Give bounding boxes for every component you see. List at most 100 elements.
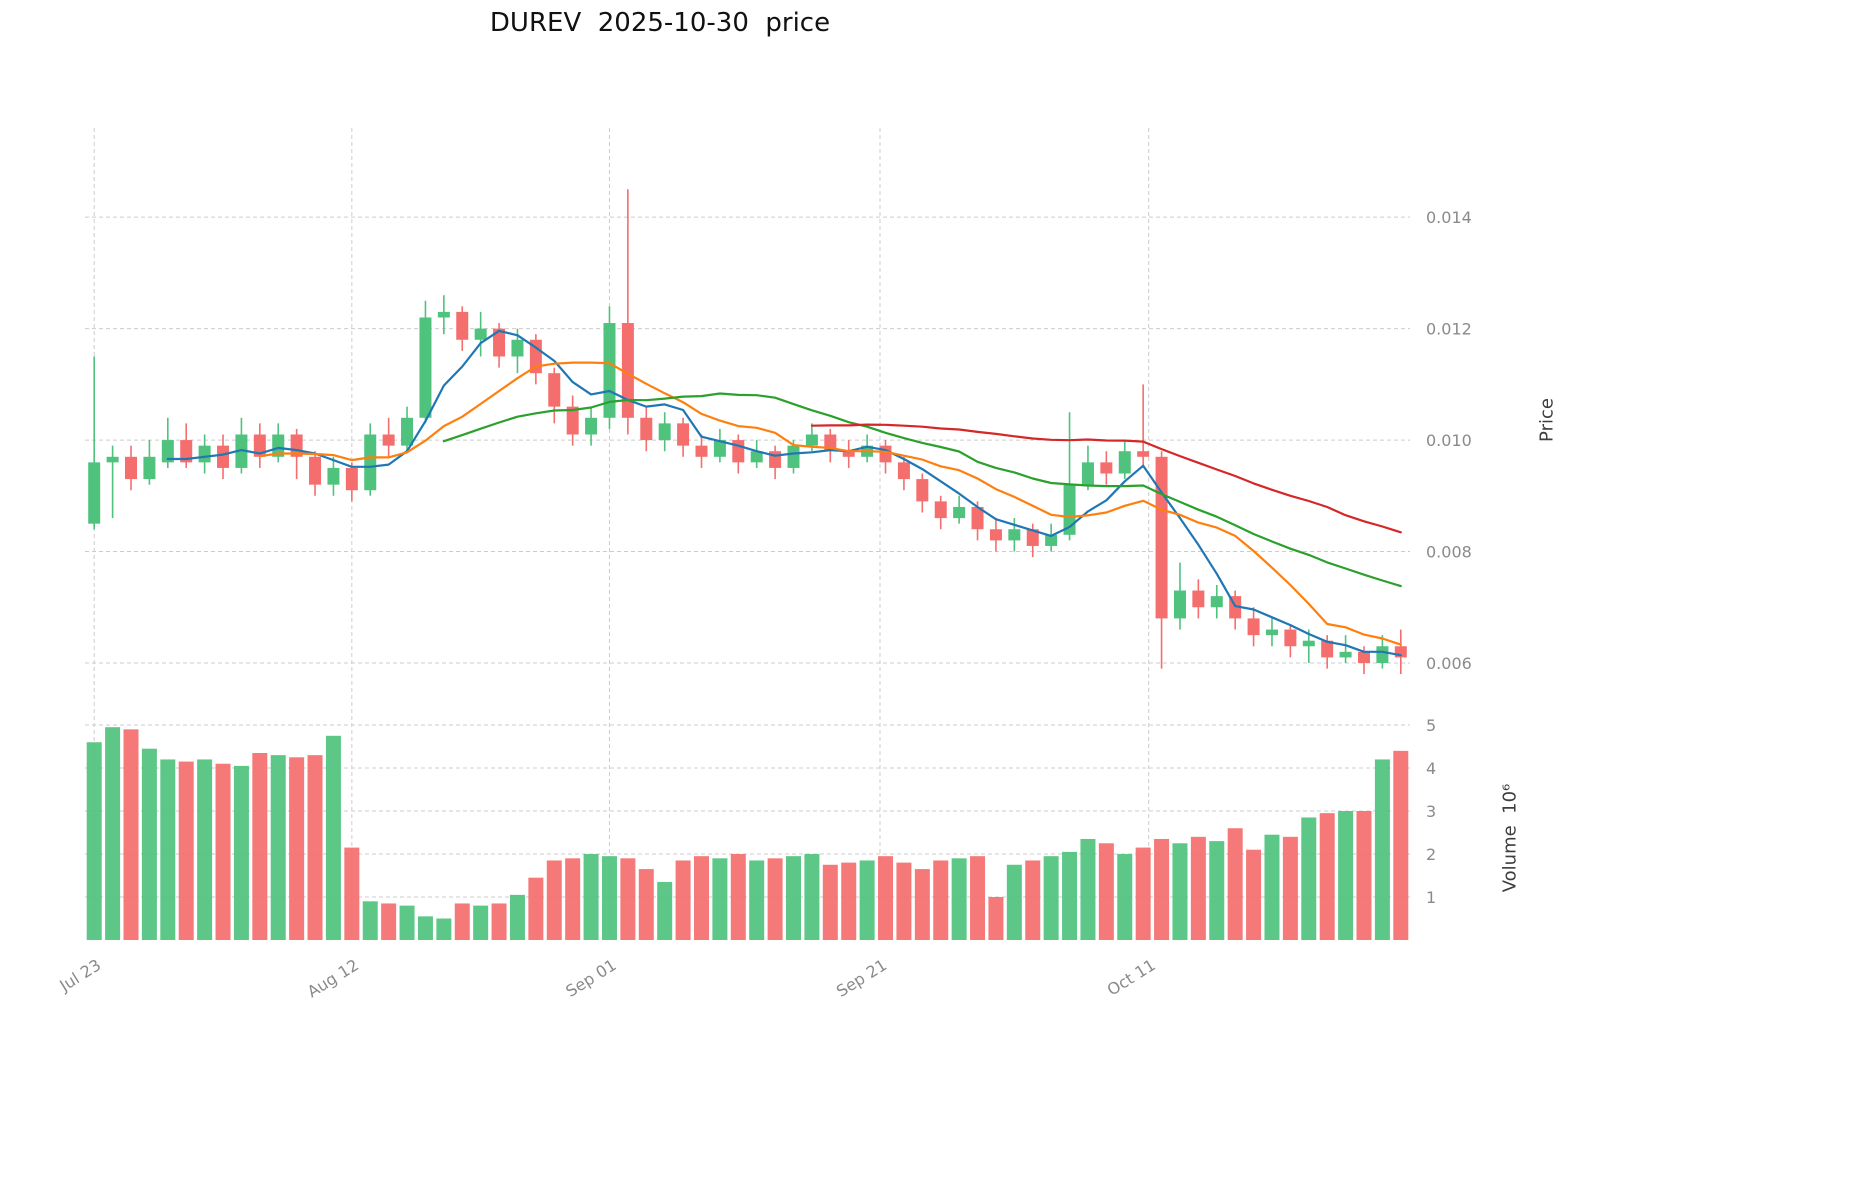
volume-bar [1356, 811, 1372, 940]
volume-bar [252, 752, 268, 940]
candle-body [364, 434, 377, 491]
date-tick-label: Sep 21 [833, 955, 890, 1001]
candle-body [1118, 451, 1131, 474]
volume-bar [1117, 854, 1133, 940]
candle-body [1302, 640, 1315, 647]
candle-body [1321, 640, 1334, 658]
volume-tick-label: 2 [1426, 845, 1436, 864]
candle-body [161, 440, 174, 463]
candle-body [1045, 534, 1058, 546]
volume-bar [1374, 759, 1390, 940]
volume-bar [1190, 836, 1206, 940]
candle-body [272, 434, 285, 457]
volume-bar [896, 862, 912, 940]
volume-bar [325, 735, 341, 940]
volume-bar [804, 854, 820, 940]
volume-bar [473, 905, 489, 940]
volume-bar [1246, 849, 1262, 940]
volume-bar [362, 901, 378, 940]
volume-bar [86, 742, 102, 940]
candle-body [879, 445, 892, 463]
volume-tick-label: 3 [1426, 802, 1436, 821]
price-tick-label: 0.006 [1426, 654, 1472, 673]
candle-body [1173, 590, 1186, 619]
volume-bar [859, 860, 875, 940]
candle-body [309, 456, 322, 485]
candle-body [989, 529, 1002, 541]
volume-bar [822, 864, 838, 940]
candle-body [621, 323, 634, 418]
candle-body [1394, 646, 1407, 658]
price-tick-label: 0.012 [1426, 320, 1472, 339]
volume-bar [1301, 817, 1317, 940]
volume-bar [565, 858, 581, 940]
candle-body [1247, 618, 1260, 636]
candle-body [1100, 462, 1113, 474]
candle-body [585, 417, 598, 435]
volume-bar [1043, 856, 1059, 940]
volume-bar [1227, 828, 1243, 940]
candle-body [787, 445, 800, 468]
volume-bar [914, 869, 930, 940]
candle-body [474, 328, 487, 340]
volume-tick-label: 5 [1426, 716, 1436, 735]
volume-bar [1098, 843, 1114, 940]
volume-bar [712, 858, 728, 940]
date-tick-label: Sep 01 [562, 955, 619, 1001]
candle-body [548, 373, 561, 407]
volume-tick-label: 1 [1426, 888, 1436, 907]
price-tick-label: 0.010 [1426, 431, 1472, 450]
candle-body [750, 451, 763, 463]
candle-body [198, 445, 211, 463]
volume-bar [1172, 843, 1188, 940]
candle-body [217, 445, 230, 468]
volume-bar [399, 905, 415, 940]
candle-body [1265, 629, 1278, 636]
volume-bar [638, 869, 654, 940]
volume-bar [417, 916, 433, 940]
candle-body [382, 434, 395, 446]
candle-body [695, 445, 708, 457]
volume-bar [841, 862, 857, 940]
price-tick-label: 0.014 [1426, 208, 1472, 227]
candle-body [677, 423, 690, 446]
candle-body [456, 311, 469, 340]
candle-body [603, 323, 616, 418]
candle-body [971, 506, 984, 530]
candle-body [934, 501, 947, 519]
ma-line-ma10 [258, 361, 1402, 646]
volume-bar [105, 727, 121, 940]
candle-body [180, 440, 193, 463]
volume-bar [1264, 834, 1280, 940]
candle-body [327, 467, 340, 485]
volume-bar [1319, 813, 1335, 940]
candle-body [1155, 456, 1168, 619]
volume-bar [1282, 836, 1298, 940]
volume-bar [1080, 838, 1096, 940]
candle-body [1008, 529, 1021, 541]
ma-line-ma20 [442, 392, 1402, 588]
candle-body [125, 456, 138, 480]
volume-bar [1062, 851, 1078, 940]
candle-body [493, 328, 506, 357]
volume-bar [988, 897, 1004, 940]
volume-bar [141, 748, 157, 940]
candle-body [401, 417, 414, 446]
candle-body [1192, 590, 1205, 608]
candle-body [916, 479, 929, 502]
candle-body [511, 339, 524, 357]
volume-bar [601, 856, 617, 940]
candle-body [566, 406, 579, 435]
candle-body [88, 462, 101, 524]
volume-bar [1006, 864, 1022, 940]
candle-body [1063, 484, 1076, 535]
volume-bar [123, 729, 139, 940]
candle-body [143, 456, 156, 480]
date-tick-label: Jul 23 [55, 955, 104, 995]
candle-body [1137, 451, 1150, 457]
ma-line-ma40 [810, 423, 1402, 534]
date-tick-label: Aug 12 [304, 955, 362, 1001]
volume-bar [730, 854, 746, 940]
candle-body [1210, 596, 1223, 608]
